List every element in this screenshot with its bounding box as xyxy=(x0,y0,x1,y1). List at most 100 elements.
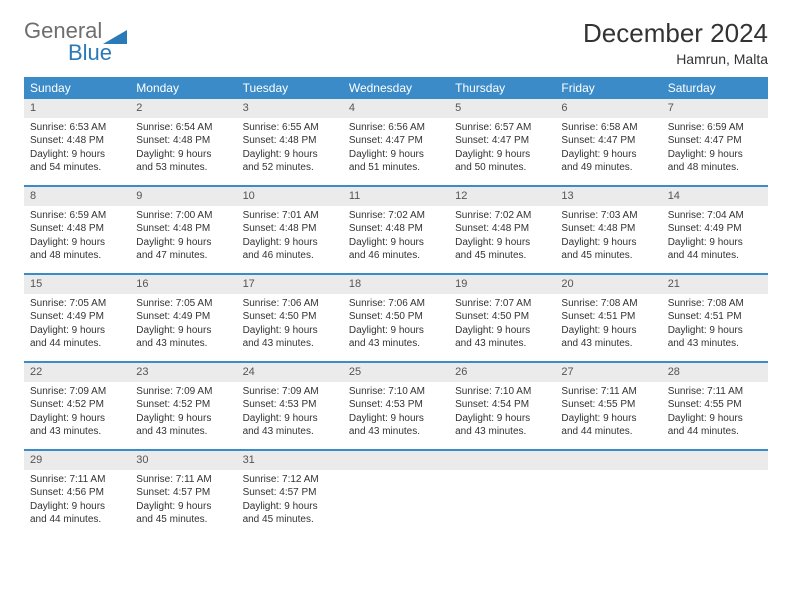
day-cell: 11Sunrise: 7:02 AMSunset: 4:48 PMDayligh… xyxy=(343,187,449,273)
weekday-monday: Monday xyxy=(130,77,236,99)
day-number: 10 xyxy=(237,187,343,206)
day-line: Sunrise: 7:12 AM xyxy=(243,473,337,487)
day-number: 11 xyxy=(343,187,449,206)
day-number: 2 xyxy=(130,99,236,118)
day-line: and 43 minutes. xyxy=(30,425,124,439)
weekday-thursday: Thursday xyxy=(449,77,555,99)
day-line: Sunset: 4:48 PM xyxy=(30,222,124,236)
day-number xyxy=(449,451,555,470)
day-line: Daylight: 9 hours xyxy=(349,412,443,426)
day-cell: 10Sunrise: 7:01 AMSunset: 4:48 PMDayligh… xyxy=(237,187,343,273)
day-number: 29 xyxy=(24,451,130,470)
day-line: Sunrise: 7:01 AM xyxy=(243,209,337,223)
day-cell: 16Sunrise: 7:05 AMSunset: 4:49 PMDayligh… xyxy=(130,275,236,361)
day-line: and 50 minutes. xyxy=(455,161,549,175)
day-cell: 4Sunrise: 6:56 AMSunset: 4:47 PMDaylight… xyxy=(343,99,449,185)
day-line: Daylight: 9 hours xyxy=(243,324,337,338)
weekday-saturday: Saturday xyxy=(662,77,768,99)
day-body: Sunrise: 6:54 AMSunset: 4:48 PMDaylight:… xyxy=(130,118,236,181)
day-number xyxy=(343,451,449,470)
day-line: Sunset: 4:52 PM xyxy=(30,398,124,412)
day-line: Sunset: 4:49 PM xyxy=(136,310,230,324)
day-body: Sunrise: 7:11 AMSunset: 4:56 PMDaylight:… xyxy=(24,470,130,533)
day-line: Daylight: 9 hours xyxy=(136,500,230,514)
day-number: 5 xyxy=(449,99,555,118)
day-line: Sunrise: 6:54 AM xyxy=(136,121,230,135)
day-line: Daylight: 9 hours xyxy=(455,324,549,338)
day-cell: 9Sunrise: 7:00 AMSunset: 4:48 PMDaylight… xyxy=(130,187,236,273)
day-line: Daylight: 9 hours xyxy=(349,324,443,338)
day-line: and 46 minutes. xyxy=(243,249,337,263)
empty-day-cell xyxy=(343,451,449,537)
day-line: Daylight: 9 hours xyxy=(30,412,124,426)
day-body: Sunrise: 6:59 AMSunset: 4:47 PMDaylight:… xyxy=(662,118,768,181)
day-number: 6 xyxy=(555,99,661,118)
day-number: 21 xyxy=(662,275,768,294)
day-line: Sunset: 4:47 PM xyxy=(455,134,549,148)
day-cell: 21Sunrise: 7:08 AMSunset: 4:51 PMDayligh… xyxy=(662,275,768,361)
day-number: 12 xyxy=(449,187,555,206)
day-body: Sunrise: 7:10 AMSunset: 4:54 PMDaylight:… xyxy=(449,382,555,445)
day-line: and 47 minutes. xyxy=(136,249,230,263)
day-body: Sunrise: 7:02 AMSunset: 4:48 PMDaylight:… xyxy=(343,206,449,269)
day-line: and 45 minutes. xyxy=(455,249,549,263)
day-number: 23 xyxy=(130,363,236,382)
day-line: Sunrise: 7:05 AM xyxy=(30,297,124,311)
day-line: Daylight: 9 hours xyxy=(243,412,337,426)
location: Hamrun, Malta xyxy=(583,51,768,67)
day-line: Daylight: 9 hours xyxy=(455,148,549,162)
day-cell: 12Sunrise: 7:02 AMSunset: 4:48 PMDayligh… xyxy=(449,187,555,273)
day-line: and 43 minutes. xyxy=(349,337,443,351)
day-line: Daylight: 9 hours xyxy=(455,412,549,426)
day-body: Sunrise: 6:55 AMSunset: 4:48 PMDaylight:… xyxy=(237,118,343,181)
day-body: Sunrise: 7:07 AMSunset: 4:50 PMDaylight:… xyxy=(449,294,555,357)
day-line: and 44 minutes. xyxy=(30,513,124,527)
day-line: Sunset: 4:48 PM xyxy=(455,222,549,236)
day-number: 1 xyxy=(24,99,130,118)
day-line: and 44 minutes. xyxy=(668,425,762,439)
weekday-tuesday: Tuesday xyxy=(237,77,343,99)
day-line: Daylight: 9 hours xyxy=(349,236,443,250)
day-number xyxy=(555,451,661,470)
day-line: and 43 minutes. xyxy=(349,425,443,439)
day-cell: 28Sunrise: 7:11 AMSunset: 4:55 PMDayligh… xyxy=(662,363,768,449)
day-line: Sunset: 4:50 PM xyxy=(349,310,443,324)
day-body: Sunrise: 7:11 AMSunset: 4:55 PMDaylight:… xyxy=(662,382,768,445)
day-line: Sunrise: 6:57 AM xyxy=(455,121,549,135)
day-body: Sunrise: 7:06 AMSunset: 4:50 PMDaylight:… xyxy=(237,294,343,357)
week-row: 29Sunrise: 7:11 AMSunset: 4:56 PMDayligh… xyxy=(24,449,768,537)
empty-day-cell xyxy=(662,451,768,537)
day-line: Daylight: 9 hours xyxy=(349,148,443,162)
day-cell: 7Sunrise: 6:59 AMSunset: 4:47 PMDaylight… xyxy=(662,99,768,185)
day-line: Sunrise: 7:05 AM xyxy=(136,297,230,311)
day-line: Sunset: 4:48 PM xyxy=(136,222,230,236)
day-cell: 18Sunrise: 7:06 AMSunset: 4:50 PMDayligh… xyxy=(343,275,449,361)
day-number: 31 xyxy=(237,451,343,470)
day-line: Sunrise: 7:11 AM xyxy=(30,473,124,487)
day-line: Sunset: 4:55 PM xyxy=(561,398,655,412)
day-body: Sunrise: 7:10 AMSunset: 4:53 PMDaylight:… xyxy=(343,382,449,445)
day-line: and 48 minutes. xyxy=(668,161,762,175)
day-line: Sunrise: 6:59 AM xyxy=(668,121,762,135)
logo: GeneralBlue xyxy=(24,18,127,66)
day-line: Sunset: 4:48 PM xyxy=(136,134,230,148)
day-line: and 43 minutes. xyxy=(243,337,337,351)
day-line: and 45 minutes. xyxy=(561,249,655,263)
day-line: Daylight: 9 hours xyxy=(30,324,124,338)
day-line: Daylight: 9 hours xyxy=(561,324,655,338)
day-body: Sunrise: 7:00 AMSunset: 4:48 PMDaylight:… xyxy=(130,206,236,269)
day-line: and 46 minutes. xyxy=(349,249,443,263)
day-line: Sunrise: 7:06 AM xyxy=(349,297,443,311)
day-number: 25 xyxy=(343,363,449,382)
day-line: Sunset: 4:54 PM xyxy=(455,398,549,412)
day-line: and 43 minutes. xyxy=(455,425,549,439)
day-line: Sunrise: 7:09 AM xyxy=(136,385,230,399)
day-line: and 44 minutes. xyxy=(561,425,655,439)
day-line: and 43 minutes. xyxy=(455,337,549,351)
day-line: Sunset: 4:52 PM xyxy=(136,398,230,412)
weekday-header-row: SundayMondayTuesdayWednesdayThursdayFrid… xyxy=(24,77,768,99)
day-line: Sunset: 4:51 PM xyxy=(668,310,762,324)
day-line: Sunrise: 7:04 AM xyxy=(668,209,762,223)
day-line: Sunset: 4:48 PM xyxy=(561,222,655,236)
day-cell: 14Sunrise: 7:04 AMSunset: 4:49 PMDayligh… xyxy=(662,187,768,273)
